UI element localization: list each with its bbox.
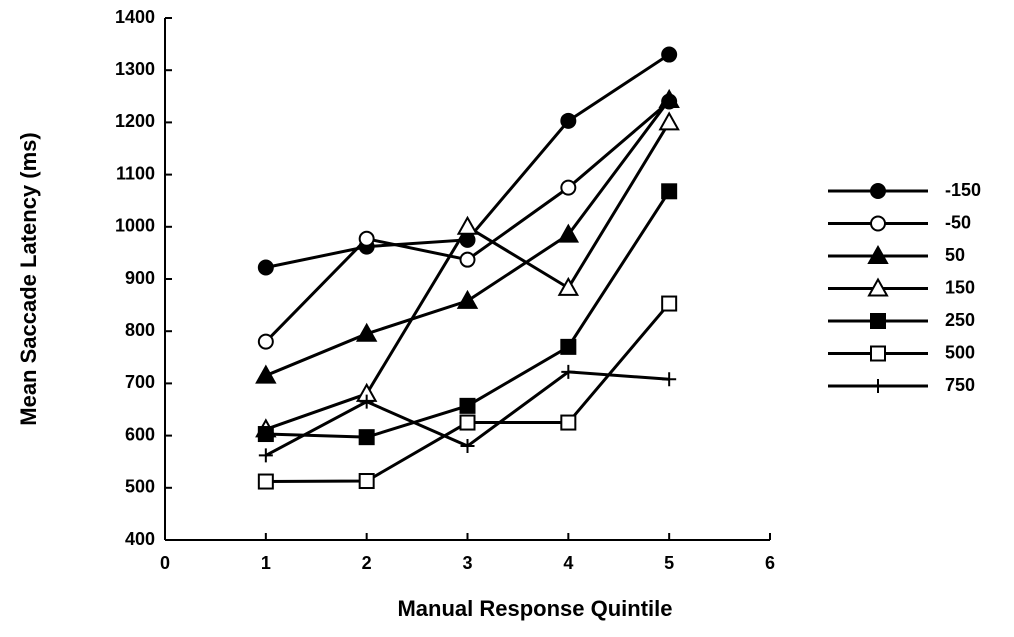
y-tick-label: 900 (125, 268, 155, 288)
marker (358, 473, 375, 490)
marker (460, 439, 475, 454)
y-tick-label: 500 (125, 477, 155, 497)
marker (257, 473, 274, 490)
marker (456, 289, 479, 309)
marker (359, 394, 374, 409)
y-tick-label: 1200 (115, 111, 155, 131)
marker (257, 259, 274, 276)
x-tick-label: 2 (362, 553, 372, 573)
marker (358, 230, 375, 247)
marker (557, 276, 580, 296)
y-tick-label: 400 (125, 529, 155, 549)
x-tick-label: 3 (462, 553, 472, 573)
y-tick-label: 1000 (115, 216, 155, 236)
marker (662, 372, 677, 387)
marker (257, 333, 274, 350)
legend-marker (870, 215, 886, 232)
marker (560, 112, 577, 129)
legend-marker (870, 183, 886, 199)
legend-label: -150 (945, 180, 981, 200)
legend-marker (871, 379, 885, 393)
y-tick-label: 1400 (115, 7, 155, 27)
y-axis-label: Mean Saccade Latency (ms) (16, 132, 41, 425)
x-tick-label: 6 (765, 553, 775, 573)
marker (560, 414, 577, 431)
marker (560, 179, 577, 196)
marker (661, 183, 678, 200)
legend-marker (870, 345, 886, 362)
legend-label: 750 (945, 375, 975, 395)
marker (355, 322, 378, 342)
marker (255, 364, 277, 384)
marker (557, 223, 580, 243)
marker (257, 426, 274, 443)
marker (258, 448, 273, 463)
marker (661, 46, 678, 63)
legend-marker (870, 313, 886, 329)
marker (456, 215, 479, 235)
x-tick-label: 1 (261, 553, 271, 573)
y-tick-label: 700 (125, 372, 155, 392)
marker (658, 111, 680, 131)
marker (560, 338, 577, 355)
marker (459, 414, 476, 431)
y-tick-label: 600 (125, 424, 155, 444)
marker (661, 295, 678, 312)
legend-marker (867, 277, 889, 297)
legend-label: 50 (945, 245, 965, 265)
marker (561, 364, 576, 379)
marker (459, 251, 476, 268)
x-tick-label: 4 (563, 553, 573, 573)
legend-label: 250 (945, 310, 975, 330)
legend-marker (867, 244, 889, 264)
series-line (265, 121, 671, 431)
x-tick-label: 5 (664, 553, 674, 573)
legend-label: 500 (945, 342, 975, 362)
marker (658, 88, 680, 108)
x-axis-label: Manual Response Quintile (397, 596, 672, 621)
x-tick-label: 0 (160, 553, 170, 573)
marker (358, 429, 375, 446)
y-tick-label: 800 (125, 320, 155, 340)
legend-label: 150 (945, 277, 975, 297)
marker (459, 397, 476, 414)
legend-label: -50 (945, 212, 971, 232)
series-line (265, 302, 671, 484)
y-tick-label: 1100 (116, 163, 155, 183)
y-tick-label: 1300 (115, 59, 155, 79)
